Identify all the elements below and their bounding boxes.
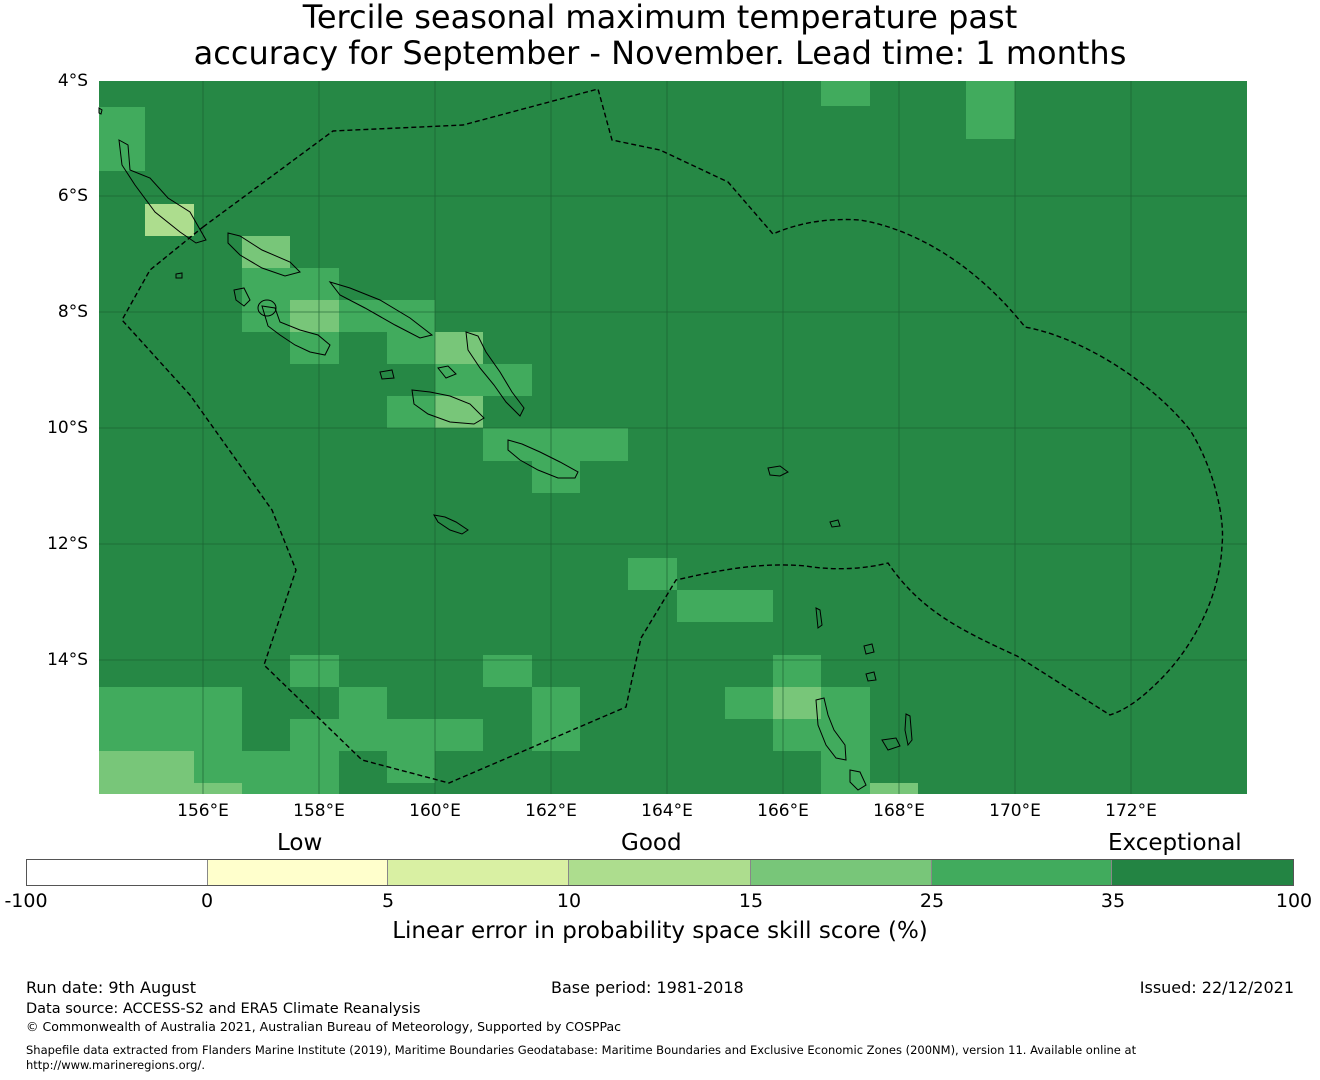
rennell-island <box>433 514 469 535</box>
skill-cell <box>339 300 435 332</box>
lon-label-166e: 166°E <box>757 801 809 821</box>
skill-cell <box>339 687 387 751</box>
lon-label-156e: 156°E <box>177 801 229 821</box>
lon-label-164e: 164°E <box>641 801 693 821</box>
lat-label-14s: 14°S <box>47 650 88 670</box>
skill-cell <box>99 751 194 794</box>
skill-cell <box>387 396 435 428</box>
shapefile-credit-line2: http://www.marineregions.org/. <box>26 1058 205 1072</box>
florida-islands <box>437 365 457 379</box>
skill-cell <box>628 558 677 590</box>
copyright: © Commonwealth of Australia 2021, Austra… <box>26 1019 621 1034</box>
lon-label-168e: 168°E <box>873 801 925 821</box>
chart-title-line2: accuracy for September - November. Lead … <box>193 34 1127 72</box>
skill-cell <box>773 687 821 719</box>
map-plot <box>98 81 1247 794</box>
lat-label-12s: 12°S <box>47 534 88 554</box>
espiritu-santo-island <box>815 697 847 761</box>
colorbar-segment <box>388 860 570 885</box>
lon-label-172e: 172°E <box>1105 801 1157 821</box>
skill-cell <box>966 81 1015 139</box>
new-georgia-island <box>261 305 331 356</box>
colorbar-segment <box>569 860 751 885</box>
colorbar-segment <box>27 860 208 885</box>
skill-cell <box>290 300 339 332</box>
colorbar-tick: 5 <box>381 890 395 912</box>
colorbar-tick: 15 <box>738 890 764 912</box>
base-period: Base period: 1981-2018 <box>551 978 744 997</box>
vella-lavella-island <box>233 287 251 307</box>
skill-cell <box>99 687 242 751</box>
malekula-island <box>849 769 867 791</box>
legend-category-exceptional: Exceptional <box>1108 830 1242 856</box>
skill-cell <box>821 81 870 106</box>
colorbar <box>26 859 1294 886</box>
skill-cell <box>435 364 532 396</box>
treasury-island <box>175 272 183 279</box>
colorbar-segment <box>750 860 932 885</box>
maewo-island <box>904 713 913 747</box>
map-background <box>99 81 1247 794</box>
banks-islands <box>863 643 877 682</box>
chart-title-line1: Tercile seasonal maximum temperature pas… <box>302 0 1018 36</box>
russell-islands <box>379 369 395 380</box>
lon-label-162e: 162°E <box>525 801 577 821</box>
legend-category-good: Good <box>621 830 682 856</box>
skill-cell <box>483 428 628 461</box>
skill-cell <box>532 687 580 751</box>
skill-cell <box>725 687 773 719</box>
skill-cell <box>194 783 242 794</box>
coastlines <box>98 107 913 791</box>
colorbar-tick: 100 <box>1275 890 1313 912</box>
eez-boundary <box>121 88 1224 784</box>
bougainville-island <box>118 139 207 244</box>
malaita-island <box>465 331 525 417</box>
guadalcanal-island <box>411 389 485 425</box>
vanikoro-island <box>829 519 841 528</box>
pentecost-island <box>881 737 901 751</box>
skill-cell <box>290 719 339 751</box>
lat-label-6s: 6°S <box>57 186 88 206</box>
legend-category-low: Low <box>277 830 323 856</box>
shapefile-credit-line1: Shapefile data extracted from Flanders M… <box>26 1043 1137 1057</box>
colorbar-tick: -100 <box>4 890 48 912</box>
lon-label-158e: 158°E <box>293 801 345 821</box>
skill-cell <box>821 687 870 719</box>
lon-label-160e: 160°E <box>409 801 461 821</box>
colorbar-tick: 35 <box>1100 890 1126 912</box>
skill-cell <box>677 590 773 622</box>
data-source: Data source: ACCESS-S2 and ERA5 Climate … <box>26 1001 421 1017</box>
skill-cell <box>290 332 339 364</box>
colorbar-segment <box>931 860 1113 885</box>
lat-label-10s: 10°S <box>47 418 88 438</box>
colorbar-tick: 10 <box>556 890 582 912</box>
lat-label-8s: 8°S <box>57 302 88 322</box>
makira-island <box>507 439 579 479</box>
skill-cell <box>870 783 918 794</box>
shortland-islands <box>98 107 103 115</box>
torres-islands <box>815 607 823 629</box>
choiseul-island <box>227 232 301 277</box>
skill-cell <box>435 332 483 364</box>
gridlines <box>99 81 1247 794</box>
skill-cell <box>387 751 435 783</box>
colorbar-title: Linear error in probability space skill … <box>392 918 928 944</box>
colorbar-segment <box>207 860 389 885</box>
skill-cell <box>99 107 145 171</box>
kolombangara-island <box>257 299 277 317</box>
colorbar-tick: 0 <box>200 890 214 912</box>
colorbar-tick: 25 <box>919 890 945 912</box>
nendo-island <box>767 465 789 477</box>
issued-date: Issued: 22/12/2021 <box>1139 978 1294 997</box>
skill-cell <box>387 332 435 364</box>
run-date: Run date: 9th August <box>26 978 196 997</box>
lat-label-4s: 4°S <box>57 71 88 91</box>
santa-isabel-island <box>328 281 434 339</box>
colorbar-segment <box>1112 860 1294 885</box>
skill-cell <box>242 268 339 300</box>
lon-label-170e: 170°E <box>989 801 1041 821</box>
